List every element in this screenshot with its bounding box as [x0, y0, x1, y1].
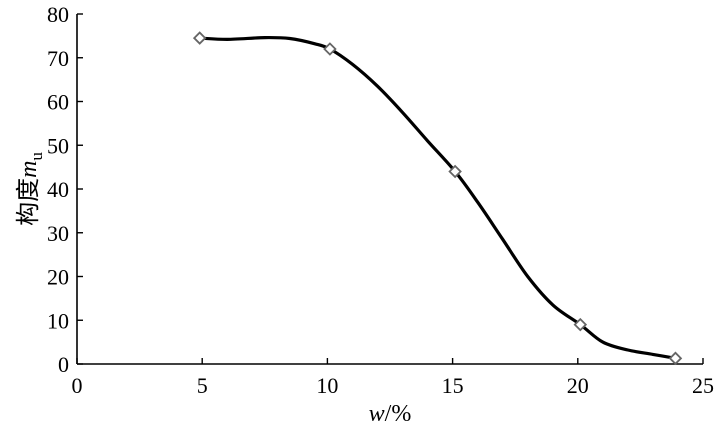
- y-axis-title: 构度mu: [15, 152, 46, 226]
- x-axis-title-var: w: [369, 401, 385, 427]
- y-axis-title-var: m: [16, 161, 42, 178]
- y-tick-label: 30: [47, 221, 69, 246]
- y-tick-label: 60: [47, 90, 69, 115]
- data-point-marker: [323, 42, 337, 56]
- data-curve: [199, 35, 676, 360]
- data-point-marker: [448, 164, 462, 179]
- x-axis-title-unit: /%: [385, 401, 412, 427]
- x-axis-title: w/%: [369, 401, 412, 427]
- x-tick-label: 25: [692, 373, 714, 398]
- axes: [76, 14, 703, 365]
- y-tick-label: 40: [47, 177, 69, 202]
- y-axis-title-sub: u: [27, 152, 46, 161]
- x-tick-label: 20: [567, 373, 589, 398]
- data-point-marker: [668, 351, 683, 366]
- y-tick-label: 70: [47, 46, 69, 71]
- data-markers: [192, 31, 683, 366]
- y-tick-label: 10: [47, 308, 69, 333]
- x-ticks: 0 5 10 15 20 25: [72, 358, 714, 398]
- x-tick-label: 10: [316, 373, 338, 398]
- y-tick-label: 50: [47, 133, 69, 158]
- x-tick-label: 15: [442, 373, 464, 398]
- y-tick-label: 80: [47, 2, 69, 27]
- data-point-marker: [573, 317, 588, 332]
- x-tick-label: 0: [72, 373, 83, 398]
- y-tick-label: 20: [47, 265, 69, 290]
- y-axis-title-main: 构度: [15, 178, 42, 226]
- y-tick-label: 0: [58, 352, 69, 377]
- y-ticks: 0 10 20 30 40 50 60 70 80: [47, 2, 83, 377]
- data-point-marker: [192, 31, 207, 45]
- x-tick-label: 5: [197, 373, 208, 398]
